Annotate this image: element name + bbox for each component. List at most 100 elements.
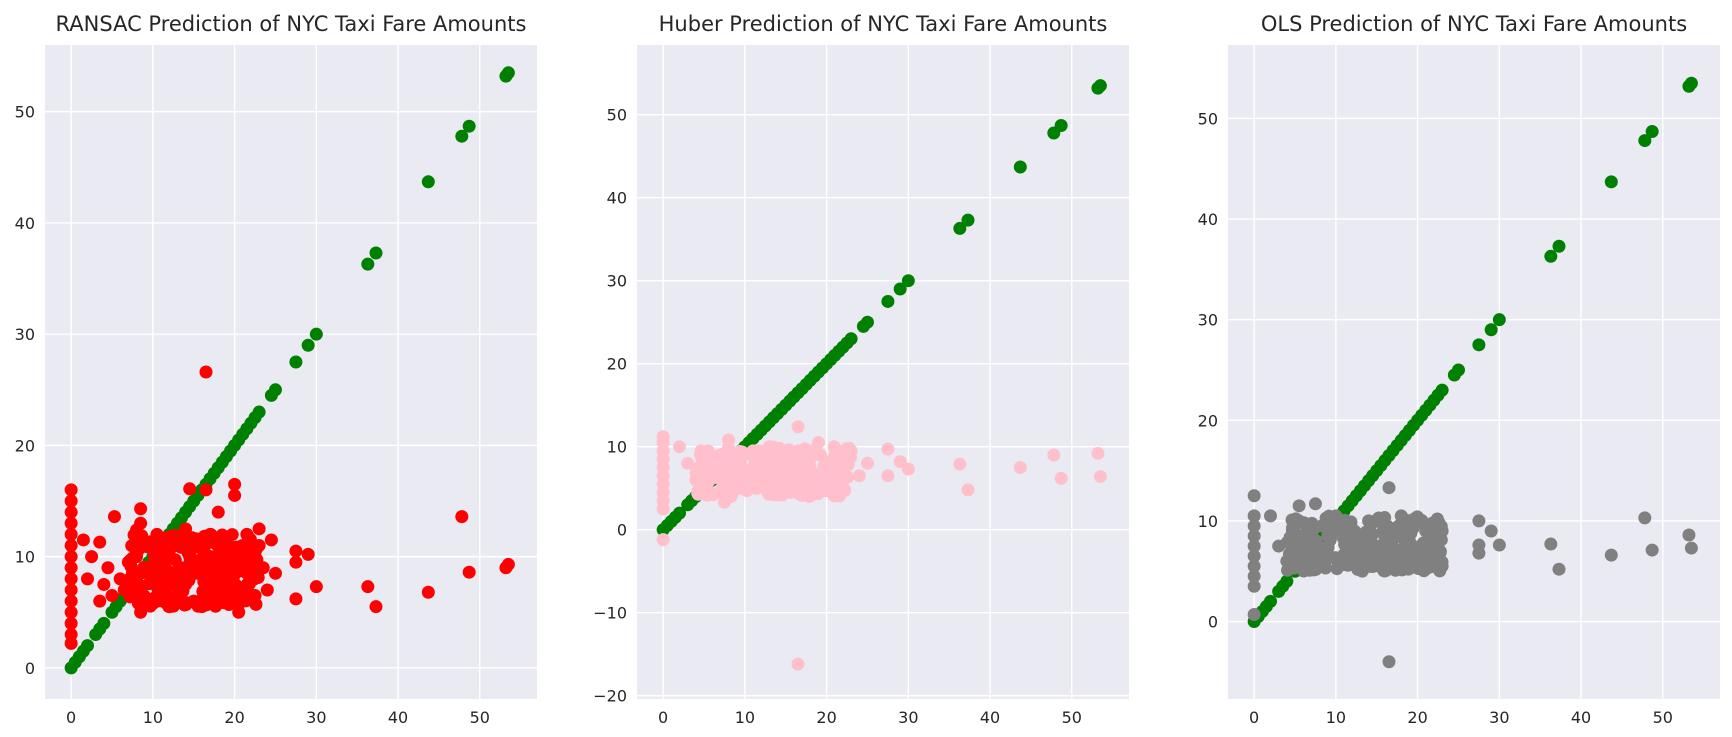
data-point [1337,549,1351,563]
data-point [64,594,78,608]
data-point [1419,524,1433,538]
data-point [1263,509,1277,523]
data-point [722,433,736,447]
data-point [289,592,303,606]
panel-ransac: 0 10 20 30 40 50 0 10 20 30 40 50 RANSAC Prediction … [15,12,537,727]
data-point [64,572,78,586]
data-point [1280,574,1294,588]
data-point [113,572,127,586]
data-point [150,594,164,608]
data-point [252,539,266,553]
data-point [301,547,315,561]
data-point [1313,559,1327,573]
data-point [64,583,78,597]
data-point [252,522,266,536]
y-tick-label: 10 [607,438,627,457]
data-point [455,129,469,143]
data-point [1247,559,1261,573]
data-point [203,527,217,541]
data-point [1013,160,1027,174]
data-point [228,561,242,575]
data-point [64,505,78,519]
x-tick-label: 30 [1489,708,1509,727]
data-point [64,627,78,641]
y-tick-label: −10 [593,604,627,623]
data-point [881,469,895,483]
data-point [1093,79,1107,93]
data-point [1312,540,1326,554]
data-point [130,577,144,591]
data-point [195,600,209,614]
data-point [80,639,94,653]
y-tick-label: 0 [25,659,35,678]
data-point [170,589,184,603]
x-tick-label: 50 [1062,708,1082,727]
data-point [1091,446,1105,460]
data-point [1301,559,1315,573]
y-tick-label: 0 [1208,613,1218,632]
data-point [844,444,858,458]
data-point [1472,546,1486,560]
data-point [199,483,213,497]
data-point [820,473,834,487]
data-point [1492,313,1506,327]
series-1 [64,365,515,650]
data-point [130,550,144,564]
data-point [183,482,197,496]
data-point [228,477,242,491]
data-point [64,616,78,630]
panel-title: Huber Prediction of NYC Taxi Fare Amount… [659,12,1108,36]
data-point [1287,523,1301,537]
data-point [1684,76,1698,90]
data-point [893,282,907,296]
data-point [1544,249,1558,263]
data-point [1395,563,1409,577]
data-point [191,533,205,547]
data-point [244,572,258,586]
x-tick-label: 30 [306,708,326,727]
panel-ols: 0 10 20 30 40 50 0 10 20 30 40 50 OLS Prediction of … [1198,12,1720,727]
data-point [207,550,221,564]
data-point [811,436,825,450]
y-tick-label: 20 [15,436,35,455]
x-tick-label: 20 [816,708,836,727]
data-point [953,221,967,235]
data-point [779,456,793,470]
data-point [134,605,148,619]
x-tick-label: 20 [224,708,244,727]
data-point [1362,514,1376,528]
data-point [260,583,274,597]
data-point [85,550,99,564]
panel-title: RANSAC Prediction of NYC Taxi Fare Amoun… [56,12,527,36]
data-point [64,605,78,619]
data-point [97,577,111,591]
panel-title: OLS Prediction of NYC Taxi Fare Amounts [1261,12,1687,36]
data-point [93,535,107,549]
panel-huber: 0 10 20 30 40 50 −20 −10 0 10 20 30 40 50 Huber Predic… [593,12,1129,727]
data-point [1645,125,1659,139]
data-point [309,327,323,341]
data-point [80,572,94,586]
y-tick-label: 30 [15,325,35,344]
data-point [860,315,874,329]
data-point [1484,524,1498,538]
data-point [1472,338,1486,352]
data-point [369,600,383,614]
data-point [1247,549,1261,563]
data-point [1347,558,1361,572]
y-tick-label: 50 [15,103,35,122]
x-tick-label: 40 [1571,708,1591,727]
data-point [1247,519,1261,533]
data-point [1604,175,1618,189]
data-point [228,488,242,502]
y-tick-label: 40 [1198,210,1218,229]
data-point [158,583,172,597]
data-point [795,448,809,462]
data-point [811,487,825,501]
data-point [1484,323,1498,337]
data-point [1492,538,1506,552]
data-point [836,465,850,479]
data-point [1296,544,1310,558]
x-tick-label: 50 [470,708,490,727]
